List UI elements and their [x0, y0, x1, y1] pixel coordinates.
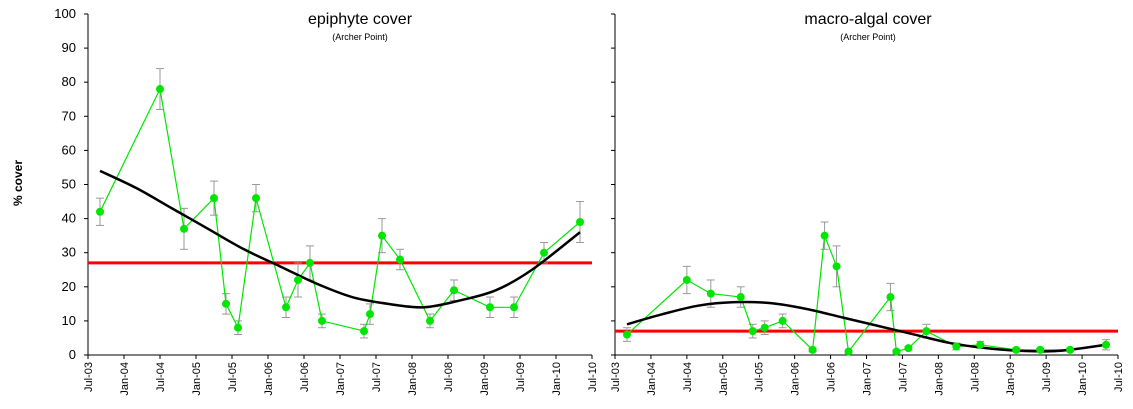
y-axis-label: % cover	[11, 160, 25, 206]
panel1-data-point	[252, 194, 260, 203]
panel1-x-tick-label: Jul-07	[371, 362, 383, 392]
panel1-x-tick-label: Jul-06	[299, 362, 311, 392]
panel2-data-point	[622, 330, 631, 339]
panel1-subtitle: (Archer Point)	[332, 32, 388, 42]
panel1-data-point	[234, 323, 242, 332]
panel1-data-point	[222, 299, 230, 308]
panel2-data-point	[1012, 345, 1021, 354]
panel1-y-tick-label: 60	[62, 142, 76, 157]
panel1-data-point	[360, 327, 368, 336]
panel2-data-point	[808, 345, 817, 354]
panel1-data-point	[426, 316, 434, 325]
panel2-x-tick-label: Jan-07	[862, 362, 874, 396]
panel1-data-point	[282, 303, 290, 312]
panel1-data-point	[378, 231, 386, 240]
panel1-x-tick-label: Jul-10	[587, 362, 599, 392]
panel1-y-tick-label: 40	[62, 211, 76, 226]
panel1-x-tick-label: Jul-08	[443, 362, 455, 392]
panel2-x-tick-label: Jul-10	[1113, 362, 1125, 392]
panel2-data-point	[1066, 345, 1075, 354]
panel2-data-point	[1102, 340, 1111, 349]
panel1-y-tick-label: 100	[54, 6, 76, 21]
panel2-x-tick-label: Jan-09	[1005, 362, 1017, 396]
panel1-x-tick-label: Jul-03	[83, 362, 95, 392]
panel2-data-line	[626, 235, 1107, 354]
panel2-data-point	[760, 323, 769, 332]
panel1-x-tick-label: Jan-08	[407, 362, 419, 396]
panel1-y-tick-label: 50	[62, 177, 76, 192]
panel1-y-tick-label: 80	[62, 74, 76, 89]
panel2-data-point	[892, 347, 901, 356]
panel2-data-point	[736, 293, 745, 302]
panel1-data-point	[180, 224, 188, 233]
panel2-data-point	[952, 342, 961, 351]
panel2-data-point	[748, 327, 757, 336]
panel2-data-point	[844, 347, 853, 356]
panel1-data-line	[99, 87, 581, 332]
panel1-data-point	[294, 275, 302, 284]
panel1-y-tick-label: 20	[62, 279, 76, 294]
panel2-x-tick-label: Jul-07	[897, 362, 909, 392]
panel2-data-point	[886, 293, 895, 302]
panel1-data-point	[318, 316, 326, 325]
panel1-y-tick-label: 0	[69, 347, 76, 362]
panel2-data-point	[976, 340, 985, 349]
panel1-data-point	[510, 303, 518, 312]
panel2-data-point	[1036, 345, 1045, 354]
panel2-x-tick-label: Jul-08	[969, 362, 981, 392]
panel2-data-point	[820, 231, 829, 240]
panel1-data-point	[210, 194, 218, 203]
panel2-x-tick-label: Jul-09	[1041, 362, 1053, 392]
panel1-title: epiphyte cover	[308, 11, 413, 28]
panel2-title: macro-algal cover	[804, 11, 932, 28]
panel1-data-point	[540, 248, 548, 257]
panel2-x-tick-label: Jan-08	[933, 362, 945, 396]
panel2-subtitle: (Archer Point)	[840, 32, 896, 42]
panel1-data-point	[96, 207, 104, 216]
panel1-y-tick-label: 10	[62, 313, 76, 328]
panel1-y-tick-label: 30	[62, 245, 76, 260]
panel2-x-tick-label: Jul-03	[610, 362, 622, 392]
panel2-data-point	[922, 327, 931, 336]
panel1-data-point	[486, 303, 494, 312]
panel2-data-point	[832, 262, 841, 271]
panel1-x-tick-label: Jan-06	[263, 362, 275, 396]
panel1-x-tick-label: Jan-09	[479, 362, 491, 396]
panel2-data-point	[706, 289, 715, 298]
panel1-y-tick-label: 70	[62, 108, 76, 123]
panel1-data-point	[366, 310, 374, 319]
panel2-x-tick-label: Jan-05	[718, 362, 730, 396]
panel1-data-point	[156, 85, 164, 94]
panel2-x-tick-label: Jul-06	[826, 362, 838, 392]
panel2-trend-line	[626, 300, 1107, 353]
panel2-data-point	[904, 344, 913, 353]
panel2-x-tick-label: Jan-06	[790, 362, 802, 396]
panel2-x-tick-label: Jul-05	[754, 362, 766, 392]
panel2-x-tick-label: Jan-04	[646, 362, 658, 396]
panel1-x-tick-label: Jul-09	[515, 362, 527, 392]
panel1-x-tick-label: Jul-05	[227, 362, 239, 392]
panel1-x-tick-label: Jul-04	[155, 362, 167, 392]
panel2-x-tick-label: Jul-04	[682, 362, 694, 392]
panel1-x-tick-label: Jan-04	[119, 362, 131, 396]
panel1-data-point	[576, 218, 584, 227]
panel2-data-point	[778, 316, 787, 325]
panel1-x-tick-label: Jan-10	[551, 362, 563, 396]
panel2-x-tick-label: Jan-10	[1077, 362, 1089, 396]
panel1-data-point	[450, 286, 458, 295]
panel1-x-tick-label: Jan-07	[335, 362, 347, 396]
panel1-trend-line	[99, 169, 581, 309]
panel1-data-point	[396, 255, 404, 264]
panel1-data-point	[306, 258, 314, 267]
panel1-y-tick-label: 90	[62, 40, 76, 55]
panel2-data-point	[682, 275, 691, 284]
panel1-x-tick-label: Jan-05	[191, 362, 203, 396]
